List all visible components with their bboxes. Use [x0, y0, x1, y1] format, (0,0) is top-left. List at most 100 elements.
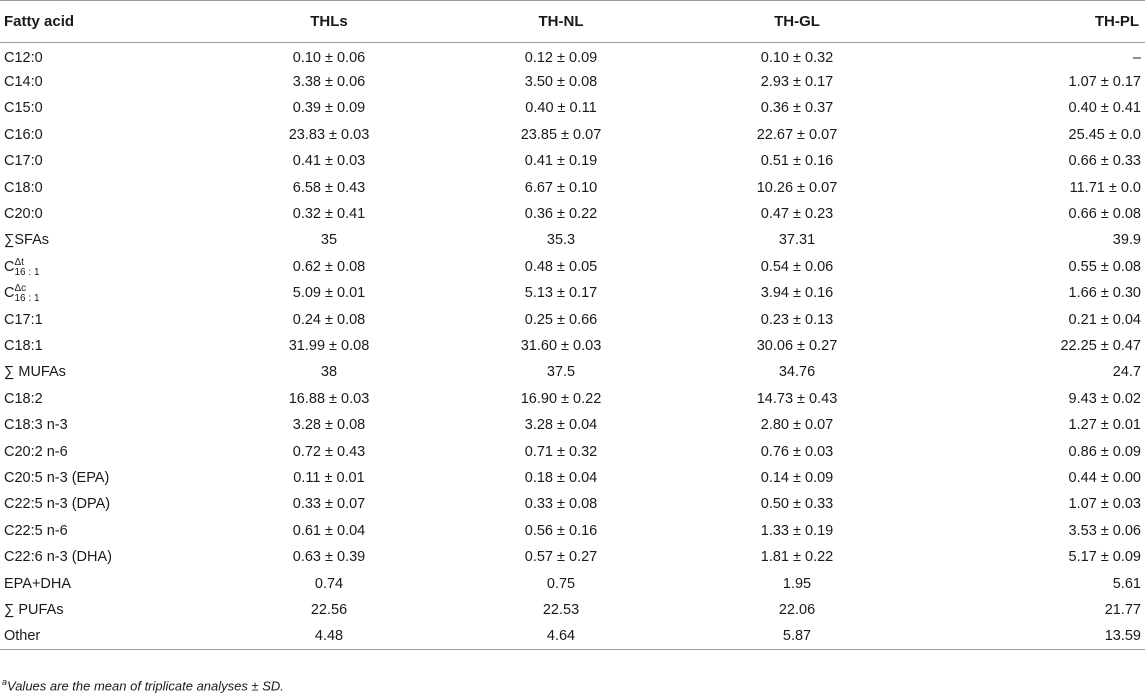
cell-th-nl: 0.25 ± 0.66: [524, 311, 598, 328]
cell-th-gl: 0.51 ± 0.16: [760, 153, 834, 170]
cell-th-gl: 10.26 ± 0.07: [756, 179, 838, 196]
cell-th-nl: 0.75: [546, 575, 576, 592]
cell-th-gl: 22.67 ± 0.07: [756, 126, 838, 143]
cell-th-gl: 0.50 ± 0.33: [760, 496, 834, 513]
table-row: C22:5 n-6 0.61 ± 0.04 0.56 ± 0.16 1.33 ± 0.…: [0, 518, 1145, 544]
cell-thls: 3.28 ± 0.08: [292, 417, 366, 434]
table-row: C15:0 0.39 ± 0.09 0.40 ± 0.11 0.36 ± 0.37 0.…: [0, 95, 1145, 121]
fatty-acid-label: C20:2 n-6: [4, 443, 68, 460]
cell-th-nl: 5.13 ± 0.17: [524, 285, 598, 302]
fatty-acid-label: C20:0: [4, 206, 43, 223]
cell-th-nl: 37.5: [546, 364, 576, 381]
fatty-acid-label: C18:0: [4, 179, 43, 196]
cell-th-pl: 0.66 ± 0.33: [1068, 153, 1141, 170]
fatty-acid-label: C18:2: [4, 390, 43, 407]
cell-th-nl: 3.28 ± 0.04: [524, 417, 598, 434]
cell-thls: 0.11 ± 0.01: [293, 469, 365, 486]
cell-th-nl: 4.64: [443, 623, 679, 650]
table-row: EPA+DHA 0.74 0.75 1.95 5.61: [0, 570, 1145, 596]
cell-thls: 35: [320, 232, 338, 249]
cell-th-nl: 0.71 ± 0.32: [524, 443, 598, 460]
table-row: C18:2 16.88 ± 0.03 16.90 ± 0.22 14.73 ± 0.4…: [0, 386, 1145, 412]
fatty-acid-label: C Δt 16 : 1: [0, 254, 215, 280]
cell-th-gl: 34.76: [778, 364, 816, 381]
table-row: C20:2 n-6 0.72 ± 0.43 0.71 ± 0.32 0.76 ± 0.…: [0, 438, 1145, 464]
cell-thls: 4.48: [215, 623, 443, 650]
cell-th-nl: 0.56 ± 0.16: [524, 522, 598, 539]
table-row: Other 4.48 4.64 5.87 13.59: [0, 623, 1145, 650]
cell-th-gl: 0.47 ± 0.23: [760, 206, 834, 223]
cell-th-pl: 39.9: [1112, 232, 1141, 249]
table-row: C16:0 23.83 ± 0.03 23.85 ± 0.07 22.67 ± 0.0…: [0, 122, 1145, 148]
header-thls: THLs: [215, 0, 443, 43]
cell-th-pl: 5.17 ± 0.09: [1068, 549, 1141, 566]
table-row: C20:0 0.32 ± 0.41 0.36 ± 0.22 0.47 ± 0.23 0.…: [0, 201, 1145, 227]
footnote-text: Values are the mean of triplicate analys…: [7, 678, 284, 694]
cell-th-pl: 21.77: [1104, 601, 1141, 618]
fatty-acid-table: Fatty acid THLs TH-NL TH-GL TH-PL C12:0 0…: [0, 0, 1145, 650]
cell-th-gl: 0.36 ± 0.37: [760, 100, 834, 117]
cell-th-gl: 2.93 ± 0.17: [760, 74, 834, 91]
cell-th-gl: 37.31: [778, 232, 816, 249]
cell-thls: 0.63 ± 0.39: [292, 549, 366, 566]
fatty-acid-label: ∑ PUFAs: [4, 601, 64, 618]
cell-th-nl: 0.12 ± 0.09: [524, 50, 598, 67]
table-row: C18:0 6.58 ± 0.43 6.67 ± 0.10 10.26 ± 0.07 1…: [0, 174, 1145, 200]
fatty-acid-label-scripts: Δc 16 : 1: [14, 284, 39, 304]
cell-thls: 0.33 ± 0.07: [292, 496, 366, 513]
cell-th-nl: 0.48 ± 0.05: [524, 258, 598, 275]
cell-th-pl: 1.27 ± 0.01: [1068, 417, 1141, 434]
header-row: Fatty acid THLs TH-NL TH-GL TH-PL: [0, 0, 1145, 43]
fatty-acid-label: C22:6 n-3 (DHA): [4, 549, 112, 566]
cell-th-gl: 1.33 ± 0.19: [760, 522, 834, 539]
table-footnote: aValues are the mean of triplicate analy…: [2, 677, 284, 693]
fatty-acid-label: C15:0: [4, 100, 43, 117]
table-body: C12:0 0.10 ± 0.06 0.12 ± 0.09 0.10 ± 0.32– C…: [0, 43, 1145, 650]
cell-th-gl: 0.10 ± 0.32: [760, 50, 834, 67]
cell-th-pl: 1.07 ± 0.03: [1068, 496, 1141, 513]
cell-th-pl: 0.66 ± 0.08: [1068, 206, 1141, 223]
table-row: ∑ MUFAs 38 37.5 34.76 24.7: [0, 359, 1145, 385]
fatty-acid-label: ∑SFAs: [4, 232, 49, 249]
cell-thls: 5.09 ± 0.01: [292, 285, 366, 302]
table-row: C Δc 16 : 1 5.09 ± 0.01 5.13 ± 0.17 3.94 ± 0.…: [0, 280, 1145, 306]
footnote-marker: a: [2, 677, 8, 687]
table-row: C17:1 0.24 ± 0.08 0.25 ± 0.66 0.23 ± 0.13 0.…: [0, 306, 1145, 332]
cell-th-nl: 22.53: [542, 601, 580, 618]
cell-thls: 22.56: [310, 601, 348, 618]
cell-thls: 16.88 ± 0.03: [288, 390, 370, 407]
cell-th-nl: 0.41 ± 0.19: [524, 153, 598, 170]
cell-th-pl: 13.59: [915, 623, 1145, 650]
fatty-acid-table-container: Fatty acid THLs TH-NL TH-GL TH-PL C12:0 0…: [0, 0, 1145, 650]
cell-thls: 0.32 ± 0.41: [292, 206, 366, 223]
cell-thls: 0.61 ± 0.04: [292, 522, 366, 539]
cell-th-nl: 0.33 ± 0.08: [524, 496, 598, 513]
cell-thls: 0.41 ± 0.03: [292, 153, 366, 170]
cell-th-pl: 0.21 ± 0.04: [1068, 311, 1141, 328]
cell-th-nl: 0.57 ± 0.27: [524, 549, 598, 566]
fatty-acid-label-base: C: [4, 258, 15, 275]
fatty-acid-label: ∑ MUFAs: [4, 364, 66, 381]
cell-thls: 6.58 ± 0.43: [292, 179, 366, 196]
fatty-acid-label: C Δc 16 : 1: [0, 280, 215, 306]
table-row: C22:5 n-3 (DPA) 0.33 ± 0.07 0.33 ± 0.08 0.5…: [0, 491, 1145, 517]
cell-th-nl: 0.36 ± 0.22: [524, 206, 598, 223]
cell-th-gl: 14.73 ± 0.43: [756, 390, 838, 407]
cell-thls: 38: [320, 364, 338, 381]
cell-th-gl: 0.23 ± 0.13: [760, 311, 834, 328]
fatty-acid-label-subscript: 16 : 1: [14, 293, 40, 305]
cell-th-nl: 3.50 ± 0.08: [524, 74, 598, 91]
cell-th-pl: 24.7: [1112, 364, 1141, 381]
fatty-acid-label: C17:0: [4, 153, 43, 170]
cell-thls: 0.39 ± 0.09: [292, 100, 366, 117]
cell-thls: 0.72 ± 0.43: [292, 443, 366, 460]
cell-th-gl: 0.76 ± 0.03: [760, 443, 834, 460]
fatty-acid-label: C17:1: [4, 311, 43, 328]
cell-th-gl: 3.94 ± 0.16: [760, 285, 834, 302]
cell-thls: 0.74: [314, 575, 344, 592]
cell-thls: 31.99 ± 0.08: [288, 337, 370, 354]
cell-th-pl: 1.66 ± 0.30: [1068, 285, 1141, 302]
cell-th-nl: 23.85 ± 0.07: [520, 126, 602, 143]
table-row: ∑ PUFAs 22.56 22.53 22.06 21.77: [0, 597, 1145, 623]
cell-th-pl: 3.53 ± 0.06: [1068, 522, 1141, 539]
